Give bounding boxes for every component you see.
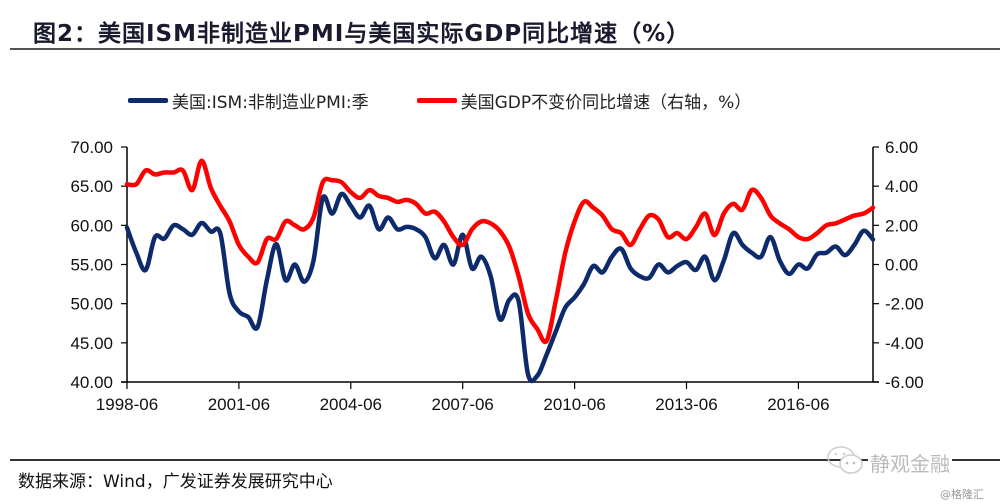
x-tick-label: 1998-06 xyxy=(96,395,158,414)
x-tick-label: 2007-06 xyxy=(432,395,494,414)
watermark-text: 静观金融 xyxy=(868,448,952,477)
right-tick-label: 4.00 xyxy=(885,177,918,196)
legend-label-gdp: 美国GDP不变价同比增速（右轴，%） xyxy=(460,93,752,113)
right-tick-label: 0.00 xyxy=(885,256,918,275)
x-tick-label: 2013-06 xyxy=(655,395,717,414)
legend-item-gdp: 美国GDP不变价同比增速（右轴，%） xyxy=(416,88,752,113)
legend-swatch-pmi xyxy=(128,98,168,103)
x-tick-label: 2016-06 xyxy=(767,395,829,414)
legend-swatch-gdp xyxy=(416,98,457,103)
footer-divider xyxy=(10,459,1000,461)
source-note: 数据来源：Wind，广发证券发展研究中心 xyxy=(18,472,333,492)
x-tick-label: 2010-06 xyxy=(543,395,605,414)
right-tick-label: -4.00 xyxy=(885,334,924,353)
left-tick-label: 45.00 xyxy=(70,334,113,353)
legend: 美国:ISM:非制造业PMI:季 美国GDP不变价同比增速（右轴，%） xyxy=(128,88,799,113)
wechat-icon xyxy=(827,446,863,474)
right-tick-label: 2.00 xyxy=(885,216,918,235)
right-tick-label: 6.00 xyxy=(885,138,918,157)
pmi-series-line xyxy=(124,191,876,384)
watermark-credit: @格隆汇 xyxy=(940,488,984,501)
right-tick-label: -2.00 xyxy=(885,295,924,314)
right-tick-label: -6.00 xyxy=(885,373,924,392)
x-tick-label: 2004-06 xyxy=(320,395,382,414)
legend-item-pmi: 美国:ISM:非制造业PMI:季 xyxy=(128,88,369,113)
left-tick-label: 60.00 xyxy=(70,216,113,235)
left-tick-label: 55.00 xyxy=(70,256,113,275)
chart-title: 图2：美国ISM非制造业PMI与美国实际GDP同比增速（%） xyxy=(33,21,691,47)
left-tick-label: 70.00 xyxy=(70,138,113,157)
gdp-series-line xyxy=(124,158,876,345)
x-tick-label: 2001-06 xyxy=(208,395,270,414)
title-divider xyxy=(10,48,1000,50)
left-tick-label: 65.00 xyxy=(70,177,113,196)
legend-label-pmi: 美国:ISM:非制造业PMI:季 xyxy=(172,93,369,113)
left-tick-label: 40.00 xyxy=(70,373,113,392)
left-tick-label: 50.00 xyxy=(70,295,113,314)
